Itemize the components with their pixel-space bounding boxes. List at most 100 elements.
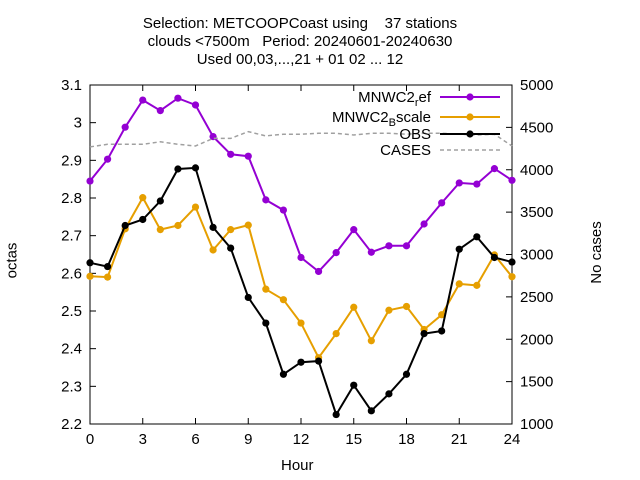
- data-point: [367, 248, 375, 256]
- data-point: [86, 177, 94, 185]
- data-point: [350, 303, 358, 311]
- data-point: [473, 281, 481, 289]
- series-obs-2: [86, 164, 516, 419]
- data-point: [279, 206, 288, 214]
- y2-tick-label: 1000: [520, 416, 553, 433]
- chart-title-line-2: clouds <7500m Period: 20240601-20240630: [147, 33, 453, 50]
- data-point: [86, 272, 94, 280]
- y-tick-label: 3: [74, 115, 82, 132]
- data-point: [438, 327, 446, 335]
- data-point: [191, 203, 200, 211]
- series-line: [89, 130, 513, 148]
- y-tick-label: 3.1: [61, 77, 82, 94]
- legend-label-tail: ef: [418, 89, 431, 106]
- data-point: [297, 358, 305, 366]
- data-point: [314, 357, 323, 365]
- legend-label-subscript: B: [389, 117, 396, 129]
- data-point: [438, 311, 446, 319]
- data-point: [174, 165, 182, 173]
- x-tick-label: 18: [398, 431, 415, 448]
- x-axis-label: Hour: [281, 457, 314, 474]
- data-point: [350, 381, 358, 389]
- data-point: [139, 96, 147, 104]
- data-point: [473, 233, 481, 241]
- data-point: [332, 330, 340, 338]
- data-point: [209, 223, 217, 231]
- data-point: [297, 253, 305, 262]
- y2-tick-label: 3500: [520, 204, 553, 221]
- y2-tick-label: 2000: [520, 331, 553, 348]
- legend-label-main: CASES: [380, 142, 431, 159]
- legend-label: MNWC2ref: [358, 89, 432, 109]
- y-axis-label: octas: [3, 242, 21, 279]
- data-point: [508, 176, 516, 184]
- data-point: [314, 267, 323, 276]
- series-line: [89, 166, 513, 417]
- data-point: [139, 215, 147, 224]
- data-point: [262, 196, 270, 204]
- data-point: [402, 370, 411, 378]
- data-point: [402, 302, 411, 311]
- legend-marker: [466, 113, 474, 121]
- legend-label-main: OBS: [399, 126, 431, 143]
- data-point: [508, 273, 516, 281]
- data-point: [121, 123, 129, 131]
- x-tick-label: 0: [86, 431, 94, 448]
- data-point: [139, 194, 147, 202]
- data-point: [350, 226, 358, 234]
- data-point: [244, 152, 252, 160]
- series-line: [89, 97, 513, 273]
- data-point: [332, 249, 340, 257]
- data-point: [385, 390, 393, 398]
- y2-tick-label: 4000: [520, 162, 553, 179]
- data-point: [174, 94, 182, 102]
- data-point: [279, 296, 288, 304]
- y-tick-label: 2.8: [61, 190, 82, 207]
- legend-label-subscript: r: [415, 97, 419, 109]
- y-tick-label: 2.3: [61, 378, 82, 395]
- data-point: [455, 179, 463, 187]
- legend-label: OBS: [399, 126, 431, 143]
- data-point: [332, 410, 340, 419]
- x-tick-label: 6: [191, 431, 199, 448]
- data-point: [209, 246, 217, 254]
- x-tick-label: 3: [139, 431, 147, 448]
- data-point: [156, 197, 164, 205]
- y-tick-label: 2.6: [61, 265, 82, 282]
- data-point: [279, 370, 288, 378]
- data-point: [86, 259, 94, 267]
- data-point: [420, 220, 428, 228]
- data-point: [156, 226, 164, 234]
- x-tick-label: 24: [504, 431, 521, 448]
- x-tick-label: 9: [244, 431, 252, 448]
- data-point: [103, 262, 112, 271]
- legend-label-main: MNWC2: [332, 109, 389, 126]
- y-tick-label: 2.5: [61, 303, 82, 320]
- data-point: [438, 199, 446, 207]
- y2-tick-label: 5000: [520, 77, 553, 94]
- data-point: [490, 253, 499, 262]
- data-point: [244, 221, 252, 229]
- chart-title-line-3: Used 00,03,...,21 + 01 02 ... 12: [196, 51, 404, 68]
- legend-marker: [466, 130, 474, 138]
- legend-label: MNWC2Bscale: [332, 109, 431, 129]
- data-point: [385, 242, 393, 250]
- data-point: [490, 165, 499, 173]
- x-tick-label: 21: [451, 431, 468, 448]
- data-point: [103, 273, 112, 281]
- series-mnwc2-0: [86, 94, 516, 276]
- y-tick-label: 2.9: [61, 152, 82, 169]
- legend-marker: [466, 93, 474, 101]
- series-mnwc2-1: [86, 194, 516, 362]
- data-point: [103, 155, 112, 163]
- data-point: [367, 407, 375, 415]
- data-point: [156, 107, 164, 115]
- data-point: [174, 221, 182, 230]
- data-point: [367, 337, 375, 345]
- y-tick-label: 2.4: [61, 341, 82, 358]
- legend-label-tail: scale: [396, 109, 431, 126]
- data-point: [227, 226, 235, 234]
- y-tick-label: 2.7: [61, 228, 82, 245]
